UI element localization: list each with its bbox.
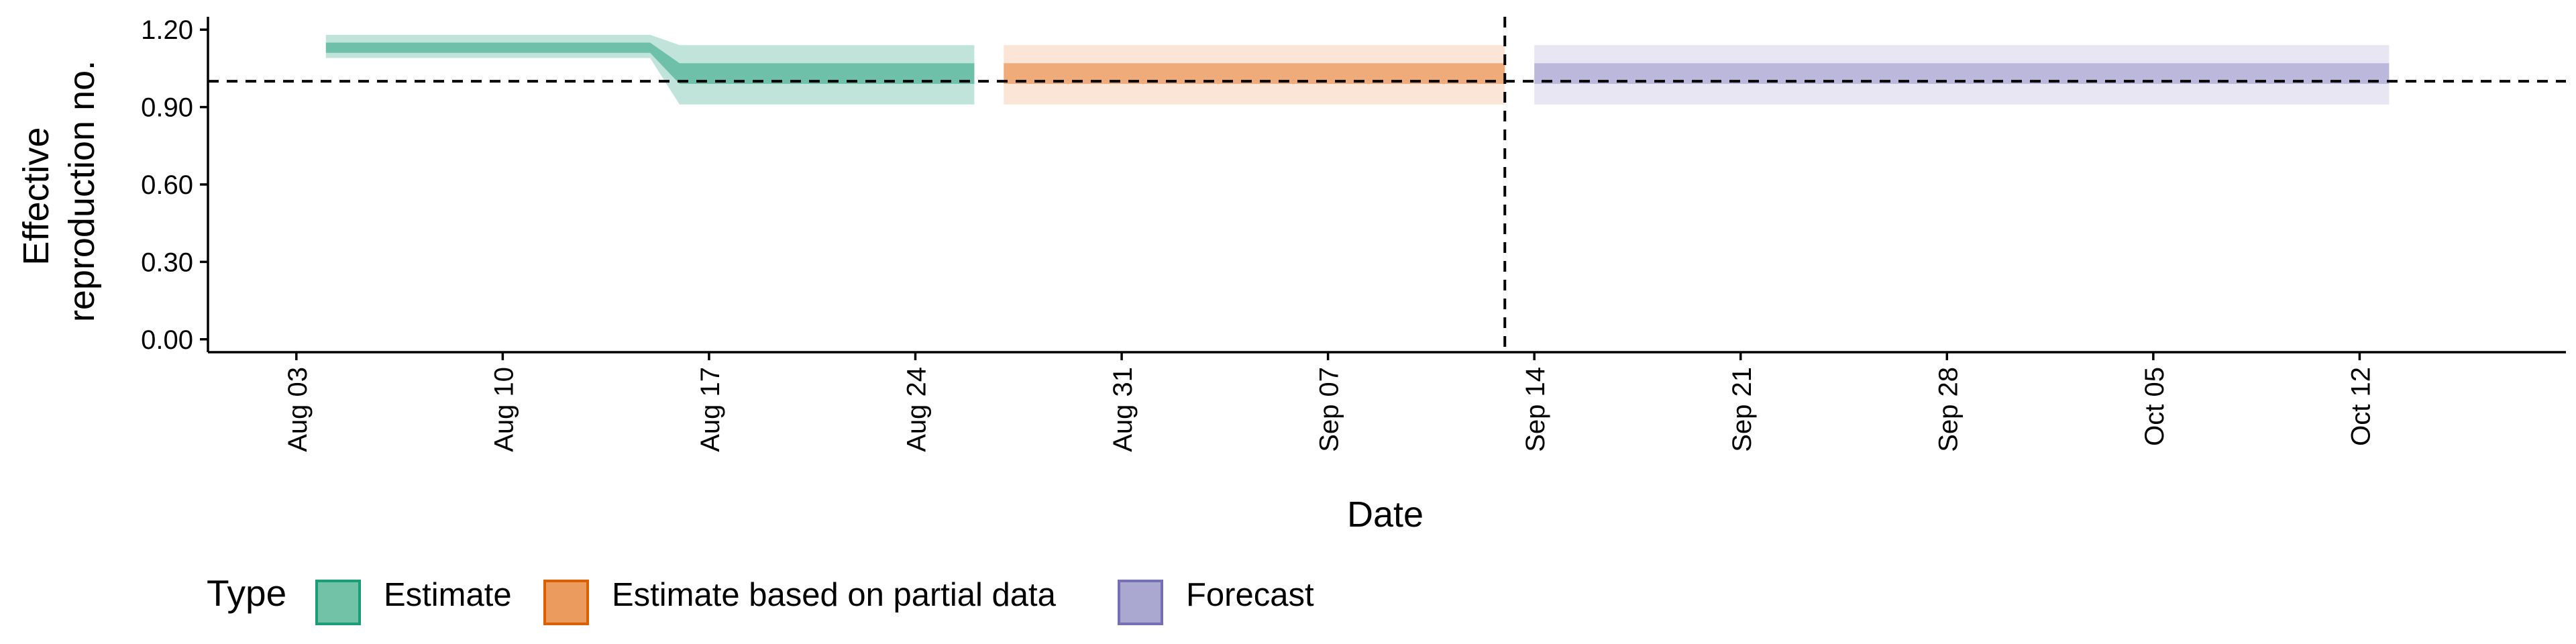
y-tick-label-3: 0.90 xyxy=(141,93,193,123)
legend-key-1 xyxy=(543,580,589,625)
y-tick-label-2: 0.60 xyxy=(141,170,193,200)
y-tick-label-4: 1.20 xyxy=(141,15,193,45)
x-tick-label-7: Sep 21 xyxy=(1727,367,1757,452)
band-50-series-2 xyxy=(1534,63,2390,84)
y-axis-title-line-2: reproduction no. xyxy=(62,60,102,322)
legend-key-2 xyxy=(1118,580,1163,625)
legend: Type Estimate Estimate based on partial da… xyxy=(207,572,1314,625)
x-tick-label-5: Sep 07 xyxy=(1315,367,1344,452)
legend-label-0: Estimate xyxy=(384,577,512,613)
x-tick-label-9: Oct 05 xyxy=(2140,367,2169,446)
y-axis-title-line-1: Effective xyxy=(16,127,56,265)
y-axis-title: Effective reproduction no. xyxy=(16,60,102,322)
legend-label-1: Estimate based on partial data xyxy=(612,577,1057,613)
y-tick-label-1: 0.30 xyxy=(141,248,193,277)
series-1 xyxy=(1004,45,1505,105)
series-2 xyxy=(1534,45,2390,105)
legend-label-2: Forecast xyxy=(1186,577,1314,613)
legend-title: Type xyxy=(207,572,286,614)
axes: 0.00 0.30 0.60 0.90 1.20 Aug 03 Aug 10 Aug 17 Au… xyxy=(141,15,2566,452)
x-tick-label-8: Sep 28 xyxy=(1933,367,1963,452)
x-tick-label-10: Oct 12 xyxy=(2346,367,2375,446)
y-tick-label-0: 0.00 xyxy=(141,325,193,355)
legend-key-0 xyxy=(315,580,361,625)
x-axis-title: Date xyxy=(1347,494,1424,535)
band-50-series-1 xyxy=(1004,63,1505,84)
series-0 xyxy=(325,34,975,105)
uncertainty-bands xyxy=(325,34,2390,105)
x-tick-label-1: Aug 10 xyxy=(489,367,519,452)
x-tick-label-2: Aug 17 xyxy=(696,367,725,452)
x-tick-label-3: Aug 24 xyxy=(902,367,932,452)
x-tick-label-4: Aug 31 xyxy=(1108,367,1138,452)
x-tick-label-0: Aug 03 xyxy=(283,367,313,452)
band-50-series-0 xyxy=(325,42,975,84)
x-tick-label-6: Sep 14 xyxy=(1521,367,1550,452)
